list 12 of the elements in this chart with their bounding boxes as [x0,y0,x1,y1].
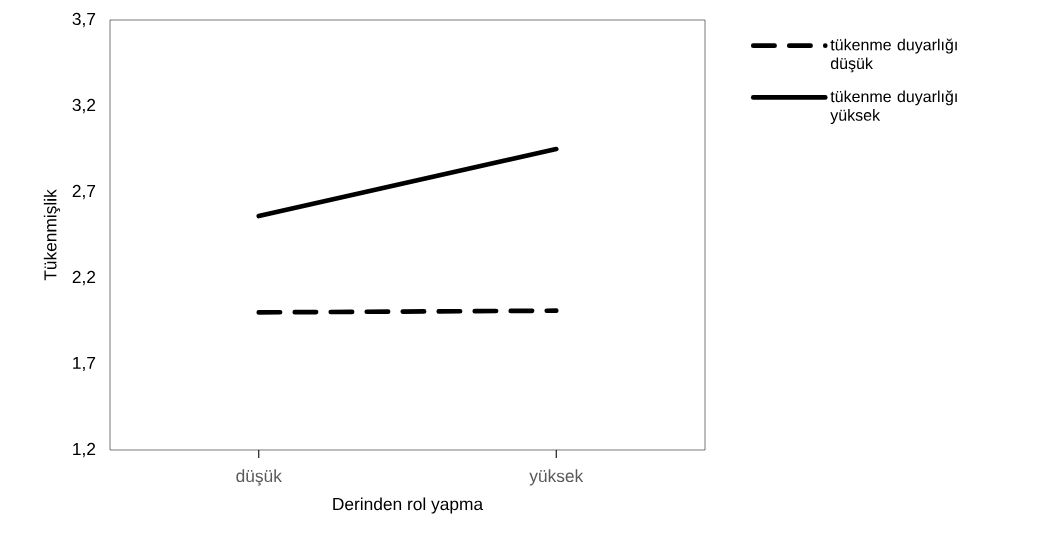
legend-label: tükenme duyarlığı yüksek [830,90,957,125]
y-axis-title: Tükenmişlik [43,189,61,281]
y-tick-label: 1,2 [73,442,96,458]
x-axis-title: Derinden rol yapma [333,497,484,514]
y-tick-label: 2,2 [72,270,96,286]
y-tick-label: 1,7 [73,356,96,372]
y-tick-label: 3,2 [72,98,96,114]
x-tick-label: yüksek [529,469,584,486]
x-tick-label: düşük [236,469,282,486]
y-tick-label: 3,7 [72,12,96,28]
y-tick-label: 2,7 [72,184,96,200]
legend-label: tükenme duyarlığı düşük [830,38,957,73]
